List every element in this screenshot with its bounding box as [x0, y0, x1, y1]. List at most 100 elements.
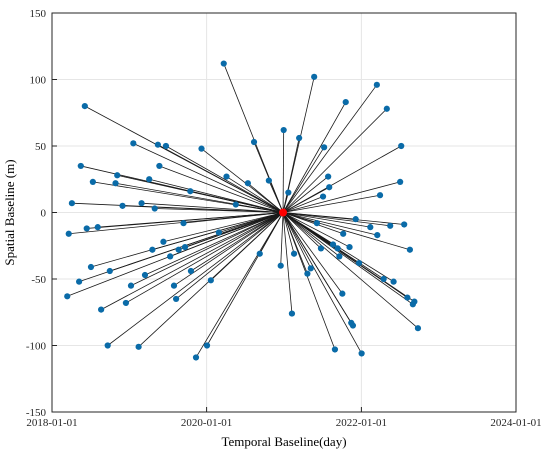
baseline-edge [282, 212, 378, 236]
x-tick-label: 2020-01-01 [181, 417, 232, 429]
acquisition-point [215, 229, 222, 236]
acquisition-point [296, 134, 303, 142]
y-tick-label: 150 [30, 8, 47, 20]
acquisition-point [342, 99, 349, 106]
acquisition-point [313, 220, 321, 227]
acquisition-point [265, 177, 272, 184]
y-tick-label: -50 [31, 274, 46, 286]
acquisition-point [122, 299, 130, 307]
acquisition-point [352, 216, 359, 223]
baseline-edge [210, 212, 284, 281]
acquisition-point [336, 253, 343, 260]
acquisition-point [285, 189, 292, 196]
acquisition-point [288, 310, 296, 317]
acquisition-point [135, 343, 142, 350]
acquisition-point [141, 271, 149, 279]
baseline-edge [163, 212, 284, 243]
baseline-edge [183, 212, 284, 224]
acquisition-point [374, 232, 381, 239]
acquisition-point [175, 246, 182, 253]
baseline-edge [282, 212, 350, 248]
acquisition-point [339, 290, 346, 297]
baseline-edge [165, 145, 284, 213]
y-axis-title: Spatial Baseline (m) [2, 159, 17, 265]
baseline-edge [97, 212, 284, 228]
acquisition-point [151, 205, 158, 212]
acquisition-point [220, 60, 227, 67]
acquisition-point [398, 142, 405, 150]
baseline-edge [282, 84, 378, 213]
baseline-edge [226, 176, 284, 213]
acquisition-point [81, 103, 88, 110]
baseline-edge [283, 212, 405, 225]
x-tick-label: 2024-01-01 [490, 417, 541, 429]
baseline-edge [282, 212, 295, 254]
acquisition-point [367, 224, 374, 231]
baseline-edge [201, 148, 284, 213]
baseline-edge [175, 212, 284, 300]
baseline-edge [133, 142, 284, 213]
baseline-edge [282, 212, 414, 305]
baseline-edge [159, 165, 284, 213]
baseline-edge [282, 212, 293, 314]
baseline-edge [195, 212, 284, 358]
baseline-edge [247, 182, 284, 213]
acquisition-point [181, 243, 189, 251]
acquisition-point [149, 246, 156, 253]
y-tick-label: -100 [26, 341, 47, 353]
baseline-edge [282, 212, 322, 249]
baseline-edge [280, 212, 284, 266]
baseline-edge [282, 212, 312, 269]
reference-marker [279, 208, 288, 217]
acquisition-point [207, 277, 214, 284]
acquisition-point [112, 180, 119, 187]
baseline-edge [130, 212, 284, 287]
acquisition-point [167, 253, 174, 260]
baseline-edge [282, 212, 354, 326]
y-axis-ticks: -150 -100 -50 0 50 100 150 [26, 8, 57, 419]
baseline-edge [170, 212, 284, 257]
acquisition-point [162, 142, 170, 150]
acquisition-point [380, 275, 387, 283]
baseline-edge [282, 212, 371, 228]
acquisition-point [187, 188, 194, 195]
baseline-edge [282, 212, 343, 294]
acquisition-points [64, 60, 422, 361]
baseline-edge [190, 212, 284, 272]
y-tick-label: 0 [41, 208, 47, 220]
acquisition-point [114, 172, 121, 179]
baseline-edge [107, 212, 284, 346]
acquisition-point [319, 193, 327, 200]
x-axis-title: Temporal Baseline(day) [221, 434, 346, 449]
baseline-edge [125, 212, 284, 304]
acquisition-point [325, 173, 332, 180]
baseline-edge [282, 101, 347, 213]
acquisition-point [387, 222, 394, 229]
baseline-edge [282, 212, 362, 354]
acquisition-point [89, 178, 96, 186]
acquisition-point [326, 184, 333, 191]
baseline-edge [268, 180, 284, 213]
baseline-edge [109, 212, 284, 272]
acquisition-point [346, 243, 353, 251]
reference-acquisition-point [279, 208, 288, 217]
acquisition-point [304, 270, 311, 277]
acquisition-point [223, 173, 230, 180]
baseline-edge [149, 178, 284, 213]
acquisition-point [77, 162, 84, 170]
acquisition-point [331, 346, 339, 353]
acquisition-point [187, 267, 195, 275]
acquisition-point [130, 140, 137, 147]
baseline-edges [67, 63, 419, 358]
baseline-edge [282, 108, 388, 213]
baseline-edge [282, 145, 402, 213]
acquisition-point [192, 354, 200, 361]
acquisition-point [390, 278, 397, 285]
acquisition-point [76, 278, 83, 285]
x-tick-label: 2022-01-01 [336, 417, 387, 429]
baseline-edge [282, 212, 340, 257]
acquisition-point [414, 325, 422, 332]
acquisition-point [94, 224, 101, 231]
acquisition-point [383, 105, 390, 112]
baseline-edge [282, 212, 391, 227]
